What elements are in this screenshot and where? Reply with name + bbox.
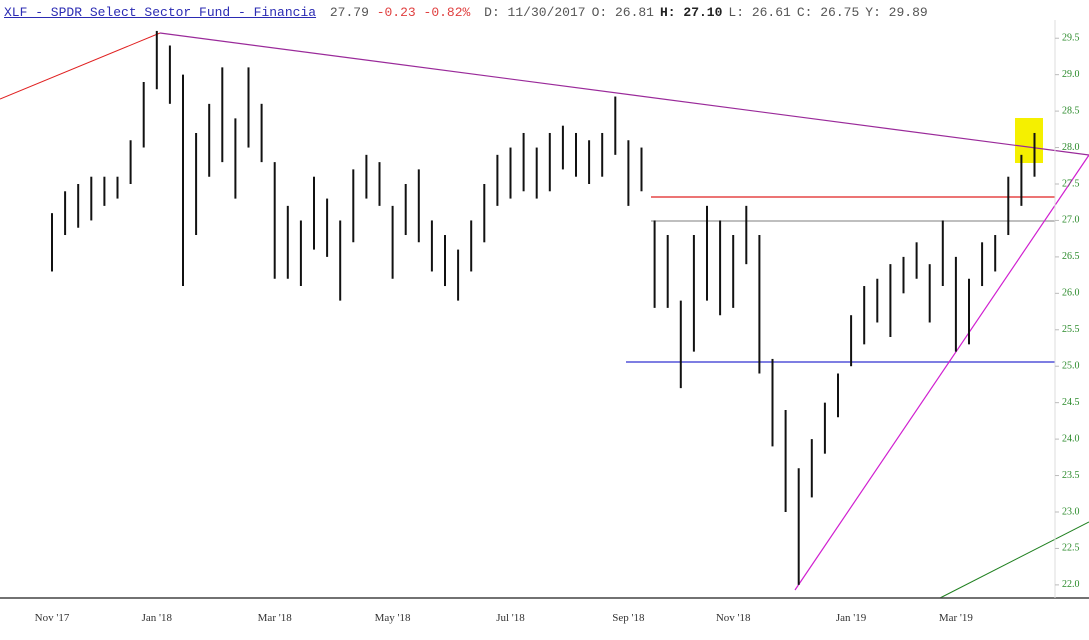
y-tick-label: 22.0 <box>1062 579 1080 590</box>
last-price: 27.79 <box>329 5 369 20</box>
change-pct: -0.82% <box>423 5 471 20</box>
trend-line <box>794 154 1089 591</box>
info-item: C: 26.75 <box>796 5 860 20</box>
x-tick-label: Jan '18 <box>142 612 173 624</box>
y-tick-label: 23.0 <box>1062 506 1080 517</box>
x-tick-label: May '18 <box>375 612 411 624</box>
x-tick-label: Jan '19 <box>836 612 867 624</box>
bar-info: D: 11/30/2017 O: 26.81 H: 27.10 L: 26.61 C: … <box>478 5 928 20</box>
trend-line <box>0 32 161 100</box>
y-tick-label: 28.5 <box>1062 105 1080 116</box>
y-tick-label: 22.5 <box>1062 543 1080 554</box>
y-tick-label: 24.5 <box>1062 397 1080 408</box>
change: -0.23 <box>376 5 416 20</box>
highlight-box <box>1015 118 1043 163</box>
trend-line <box>939 521 1089 599</box>
y-tick-label: 27.5 <box>1062 178 1080 189</box>
info-item: D: 11/30/2017 <box>484 5 586 20</box>
info-item: L: 26.61 <box>728 5 791 20</box>
symbol-title[interactable]: XLF - SPDR Select Sector Fund - Financia <box>4 5 317 20</box>
header: XLF - SPDR Select Sector Fund - Financia… <box>4 5 928 20</box>
x-tick-label: Nov '18 <box>716 612 751 624</box>
x-tick-label: Nov '17 <box>35 612 70 624</box>
x-tick-label: Jul '18 <box>496 612 525 624</box>
y-tick-label: 29.5 <box>1062 33 1080 44</box>
info-item: H: 27.10 <box>660 5 723 20</box>
x-tick-label: Mar '18 <box>258 612 293 624</box>
info-item: Y: 29.89 <box>865 5 928 20</box>
y-tick-label: 25.0 <box>1062 361 1080 372</box>
trend-line <box>159 32 1089 156</box>
y-tick-label: 24.0 <box>1062 433 1080 444</box>
info-item: O: 26.81 <box>591 5 654 20</box>
y-tick-label: 27.0 <box>1062 215 1080 226</box>
y-tick-label: 28.0 <box>1062 142 1080 153</box>
y-tick-label: 25.5 <box>1062 324 1080 335</box>
y-tick-label: 29.0 <box>1062 69 1080 80</box>
y-tick-label: 26.5 <box>1062 251 1080 262</box>
y-tick-label: 26.0 <box>1062 288 1080 299</box>
x-tick-label: Mar '19 <box>939 612 974 624</box>
x-tick-label: Sep '18 <box>612 612 645 624</box>
y-tick-label: 23.5 <box>1062 470 1080 481</box>
